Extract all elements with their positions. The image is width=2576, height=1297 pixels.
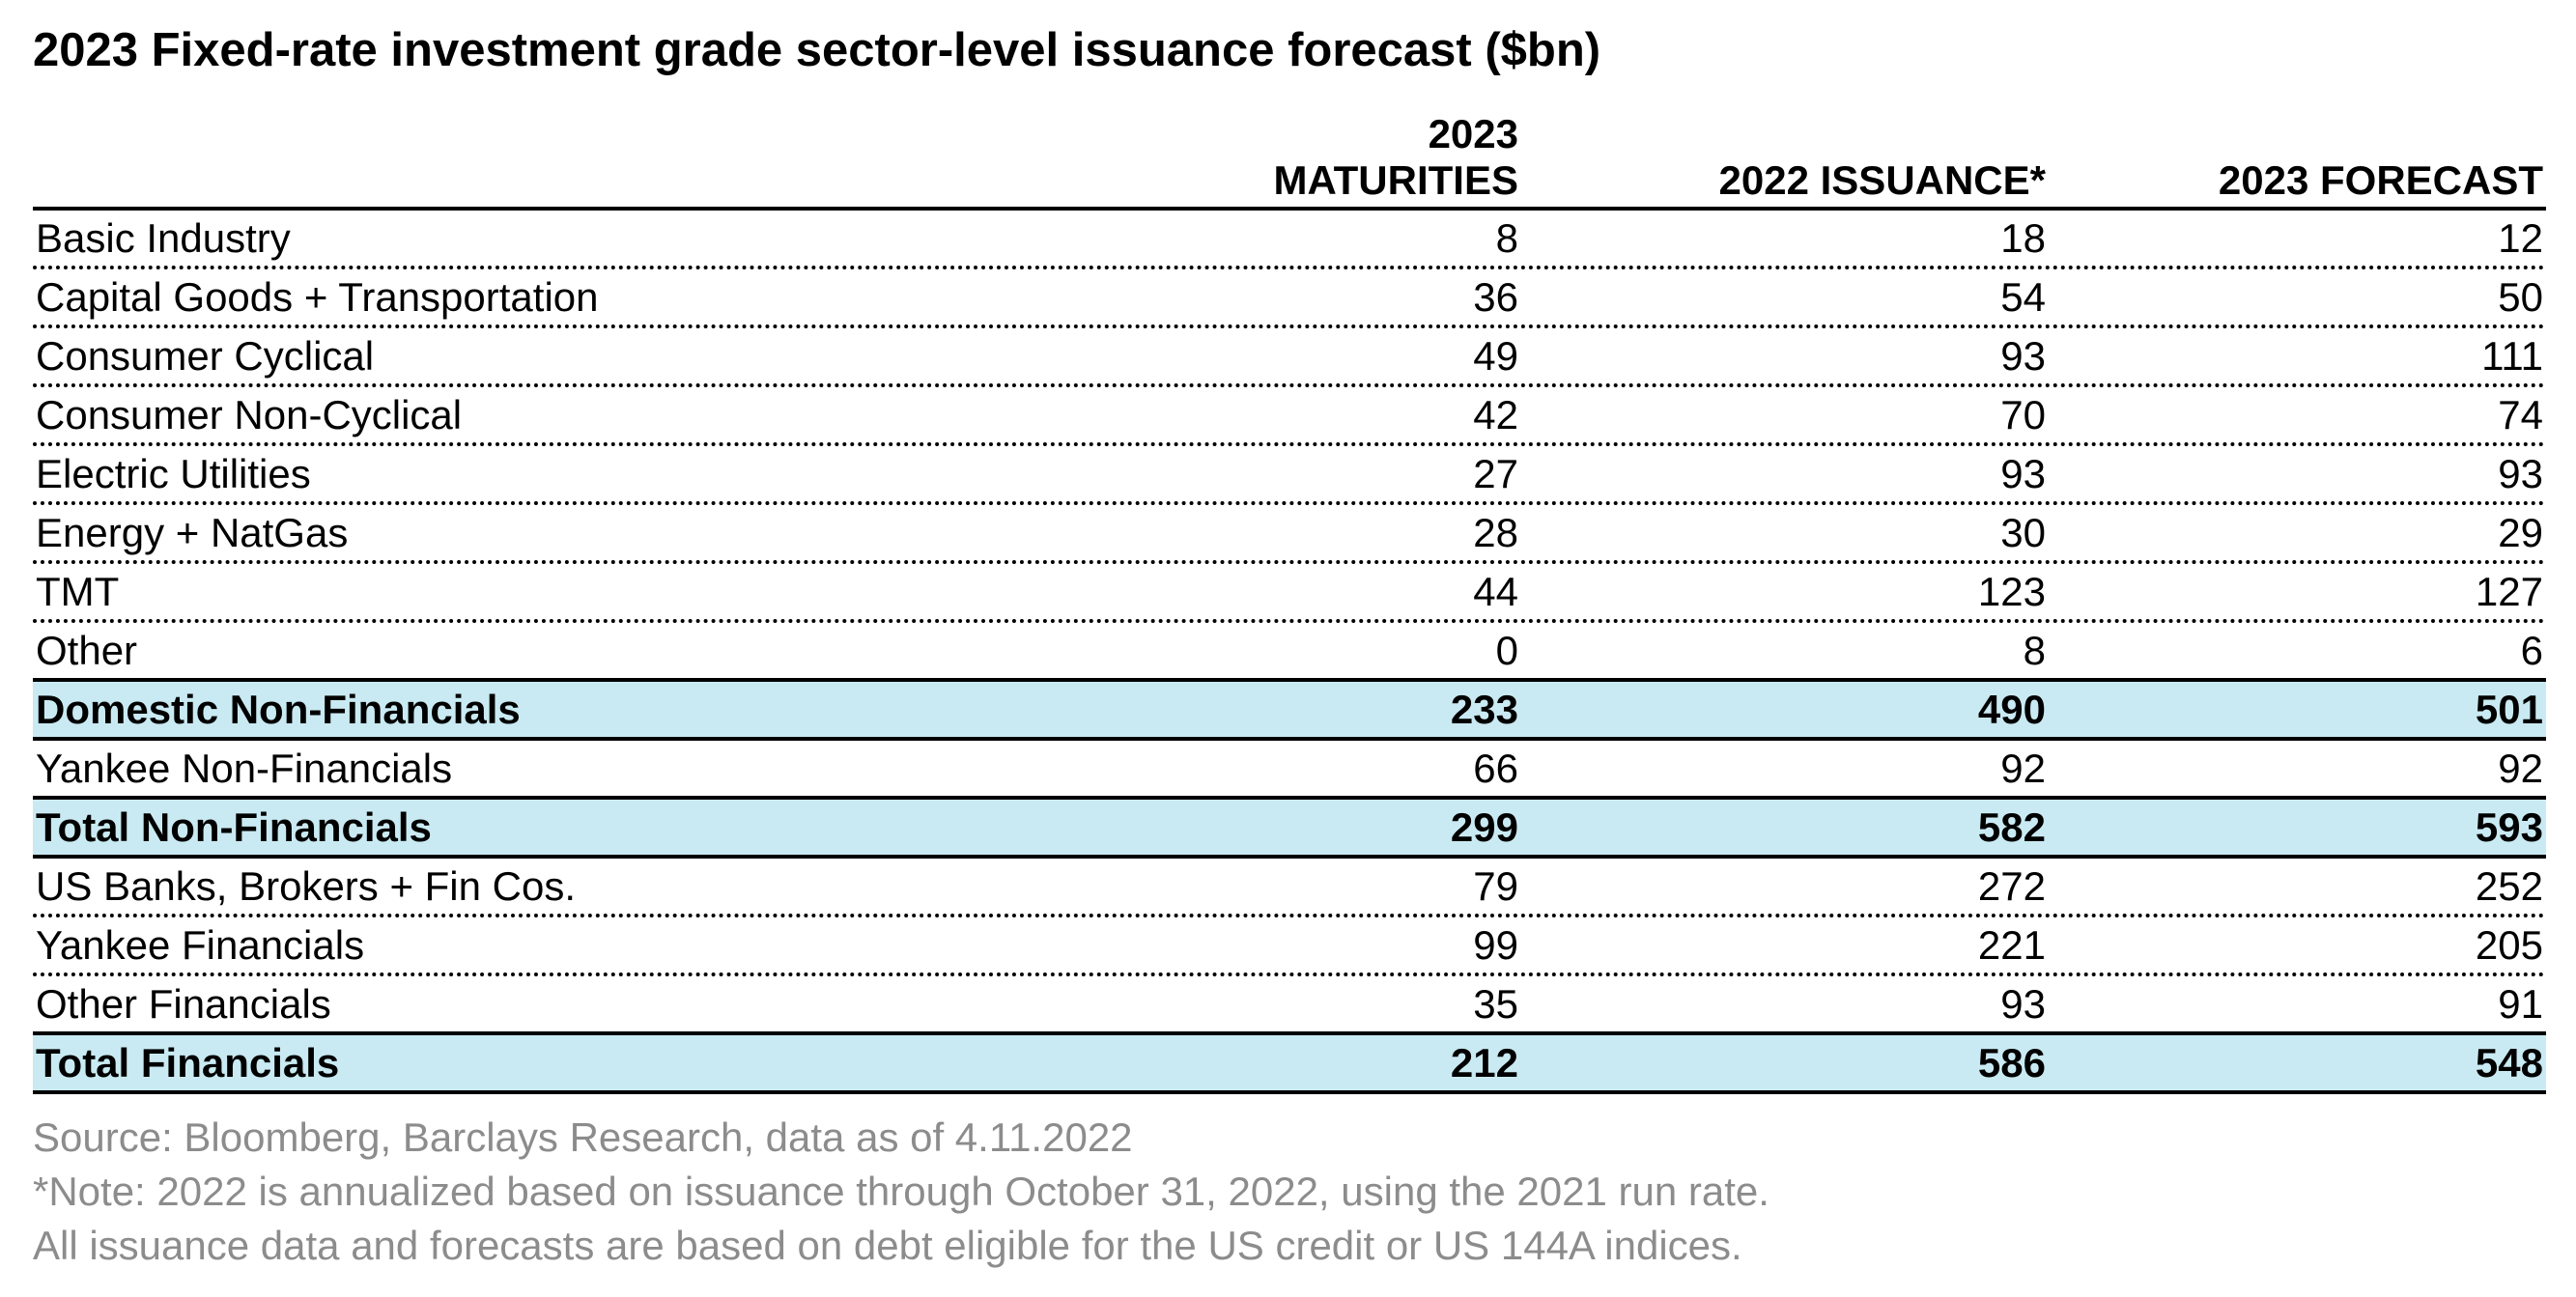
issuance-table: 2023 MATURITIES 2022 ISSUANCE* 2023 FORE…	[33, 106, 2546, 1094]
header-maturities-line1: 2023	[1428, 111, 1518, 156]
maturities-value: 66	[1473, 746, 1518, 791]
forecast-value: 127	[2475, 569, 2543, 614]
maturities-value: 99	[1473, 922, 1518, 968]
row-label: Domestic Non-Financials	[36, 687, 521, 732]
table-row: Energy + NatGas 28 30 29	[33, 505, 2546, 564]
maturities-value: 27	[1473, 451, 1518, 496]
header-issuance-label: 2022 ISSUANCE*	[1718, 157, 2046, 203]
forecast-value: 93	[2498, 451, 2543, 496]
issuance-value: 18	[2000, 215, 2046, 261]
source-note: Source: Bloomberg, Barclays Research, da…	[33, 1114, 1133, 1160]
header-forecast: 2023 FORECAST	[2041, 157, 2543, 204]
row-label: US Banks, Brokers + Fin Cos.	[36, 863, 577, 909]
maturities-value: 79	[1473, 863, 1518, 909]
row-label: Consumer Cyclical	[36, 333, 375, 379]
issuance-value: 8	[2023, 628, 2046, 673]
row-label: Other	[36, 628, 138, 673]
issuance-value: 490	[1977, 687, 2046, 732]
issuance-value: 123	[1977, 569, 2046, 614]
table-row: Consumer Cyclical 49 93 111	[33, 328, 2546, 387]
issuance-value: 92	[2000, 746, 2046, 791]
issuance-value: 30	[2000, 510, 2046, 555]
forecast-value: 12	[2498, 215, 2543, 261]
maturities-value: 36	[1473, 274, 1518, 320]
table-body: Basic Industry 8 18 12 Capital Goods + Trans…	[33, 211, 2546, 1094]
maturities-value: 0	[1495, 628, 1518, 673]
forecast-value: 548	[2475, 1040, 2543, 1086]
forecast-value: 6	[2520, 628, 2543, 673]
forecast-value: 593	[2475, 804, 2543, 850]
eligibility-note: All issuance data and forecasts are base…	[33, 1223, 1742, 1268]
issuance-value: 93	[2000, 333, 2046, 379]
annualization-note: *Note: 2022 is annualized based on issua…	[33, 1169, 1769, 1214]
maturities-value: 212	[1450, 1040, 1518, 1086]
header-maturities: 2023 MATURITIES	[1209, 111, 1518, 204]
row-label: Total Financials	[36, 1040, 340, 1086]
table-row: Other Financials 35 93 91	[33, 976, 2546, 1035]
maturities-value: 42	[1473, 392, 1518, 437]
table-header: 2023 MATURITIES 2022 ISSUANCE* 2023 FORE…	[33, 106, 2546, 211]
table-row: Capital Goods + Transportation 36 54 50	[33, 269, 2546, 328]
table-row: TMT 44 123 127	[33, 564, 2546, 623]
issuance-value: 93	[2000, 981, 2046, 1027]
header-maturities-line2: MATURITIES	[1273, 157, 1518, 203]
table-row: Other 0 8 6	[33, 623, 2546, 682]
row-label: Energy + NatGas	[36, 510, 349, 555]
total-row: Total Financials 212 586 548	[33, 1035, 2546, 1094]
table-row: Yankee Financials 99 221 205	[33, 917, 2546, 976]
issuance-value: 54	[2000, 274, 2046, 320]
row-label: Yankee Financials	[36, 922, 365, 968]
forecast-value: 501	[2475, 687, 2543, 732]
issuance-value: 586	[1977, 1040, 2046, 1086]
row-label: TMT	[36, 569, 120, 614]
issuance-value: 582	[1977, 804, 2046, 850]
forecast-value: 50	[2498, 274, 2543, 320]
table-row: Consumer Non-Cyclical 42 70 74	[33, 387, 2546, 446]
issuance-value: 221	[1977, 922, 2046, 968]
issuance-value: 93	[2000, 451, 2046, 496]
row-label: Electric Utilities	[36, 451, 311, 496]
forecast-value: 111	[2481, 333, 2543, 379]
forecast-value: 92	[2498, 746, 2543, 791]
row-label: Yankee Non-Financials	[36, 746, 453, 791]
table-row: Electric Utilities 27 93 93	[33, 446, 2546, 505]
issuance-value: 70	[2000, 392, 2046, 437]
forecast-value: 91	[2498, 981, 2543, 1027]
table-row: US Banks, Brokers + Fin Cos. 79 272 252	[33, 859, 2546, 917]
row-label: Consumer Non-Cyclical	[36, 392, 463, 437]
row-label: Total Non-Financials	[36, 804, 432, 850]
chart-title: 2023 Fixed-rate investment grade sector-…	[33, 24, 1601, 76]
total-row: Domestic Non-Financials 233 490 501	[33, 682, 2546, 741]
maturities-value: 49	[1473, 333, 1518, 379]
maturities-value: 44	[1473, 569, 1518, 614]
maturities-value: 299	[1450, 804, 1518, 850]
header-forecast-label: 2023 FORECAST	[2218, 157, 2543, 203]
maturities-value: 233	[1450, 687, 1518, 732]
footnotes: Source: Bloomberg, Barclays Research, da…	[33, 1111, 1769, 1273]
row-label: Other Financials	[36, 981, 331, 1027]
maturities-value: 8	[1495, 215, 1518, 261]
forecast-value: 252	[2475, 863, 2543, 909]
forecast-value: 29	[2498, 510, 2543, 555]
forecast-value: 74	[2498, 392, 2543, 437]
maturities-value: 28	[1473, 510, 1518, 555]
header-issuance: 2022 ISSUANCE*	[1543, 157, 2046, 204]
row-label: Capital Goods + Transportation	[36, 274, 599, 320]
issuance-value: 272	[1977, 863, 2046, 909]
maturities-value: 35	[1473, 981, 1518, 1027]
row-label: Basic Industry	[36, 215, 291, 261]
total-row: Total Non-Financials 299 582 593	[33, 800, 2546, 859]
table-row: Yankee Non-Financials 66 92 92	[33, 741, 2546, 800]
forecast-value: 205	[2475, 922, 2543, 968]
table-row: Basic Industry 8 18 12	[33, 211, 2546, 269]
